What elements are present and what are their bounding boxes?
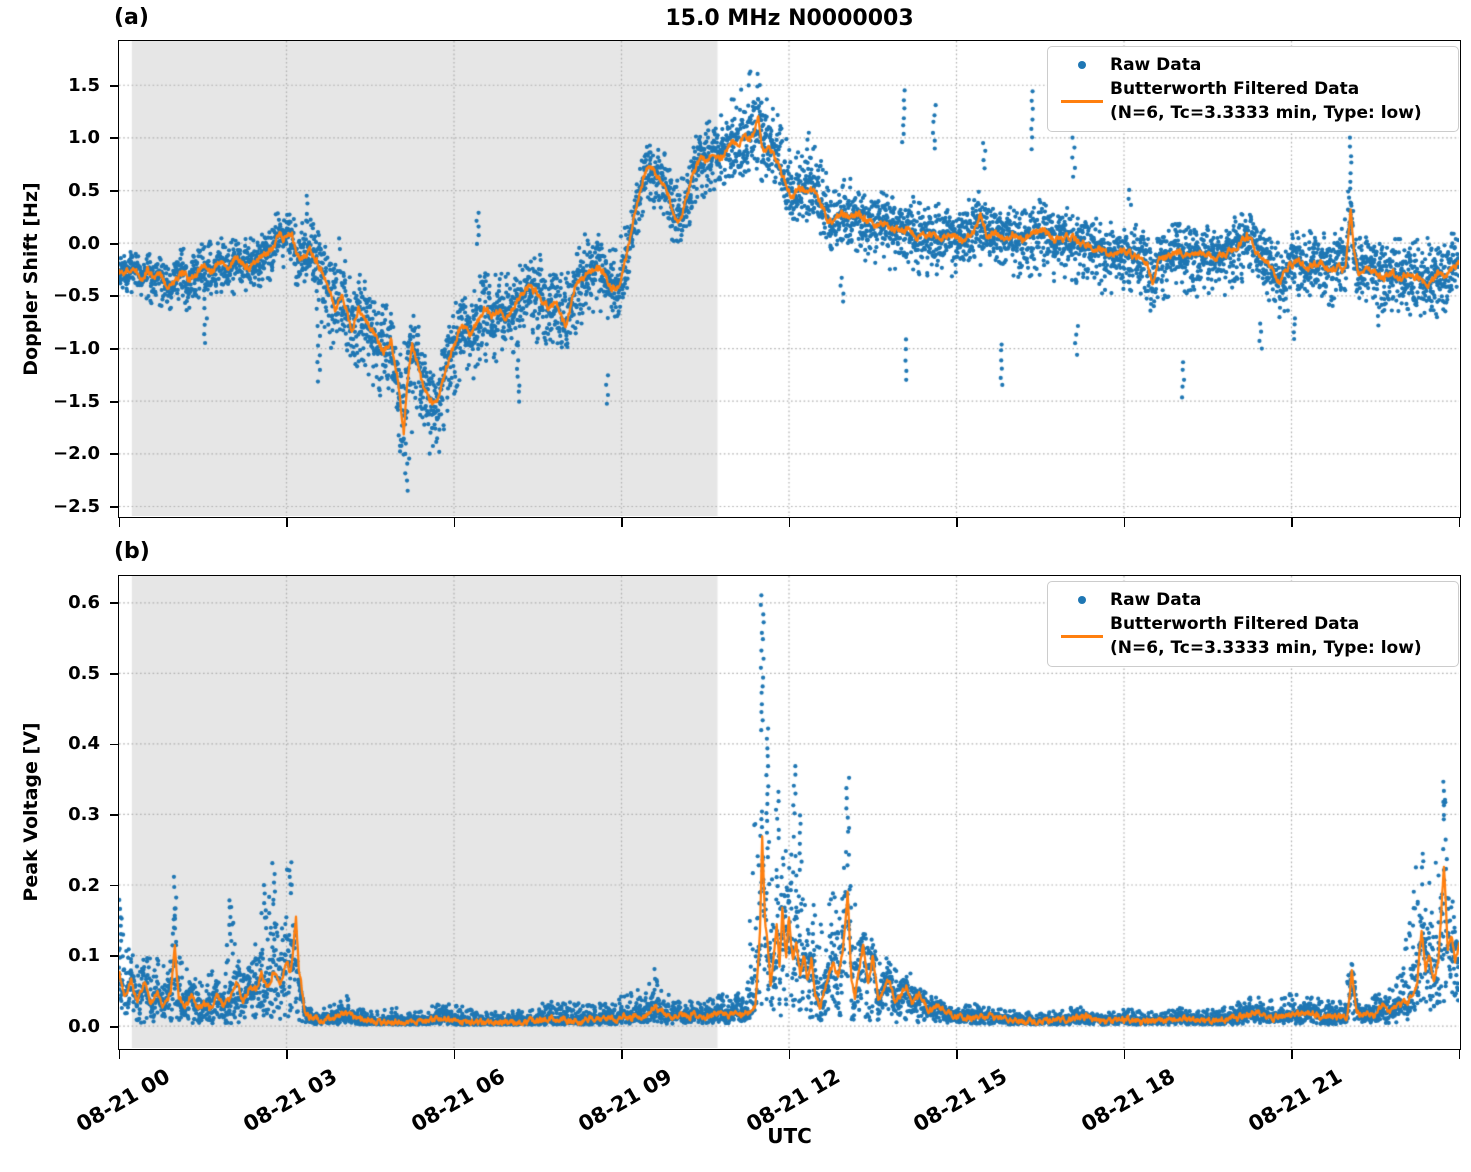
legend-filtered-label: Butterworth Filtered Data (N=6, Tc=3.333…	[1110, 612, 1422, 660]
y-tick-mark	[110, 190, 118, 192]
y-tick-mark	[110, 137, 118, 140]
raw-data-marker	[1054, 596, 1110, 604]
y-tick-label: 0.0	[68, 232, 100, 254]
x-tick-mark	[956, 518, 958, 527]
y-tick-mark	[110, 602, 118, 605]
y-tick-label: 0.1	[68, 945, 100, 967]
x-tick-label: 08-21 21	[1244, 1064, 1346, 1137]
legend-filtered-label-line2: (N=6, Tc=3.3333 min, Type: low)	[1110, 103, 1422, 123]
x-tick-label: 08-21 06	[406, 1064, 509, 1137]
x-tick-mark	[788, 1050, 791, 1059]
x-tick-mark	[1123, 518, 1126, 527]
x-tick-mark	[1291, 518, 1293, 527]
y-tick-label: 1.0	[68, 127, 100, 149]
x-tick-mark	[118, 1050, 121, 1059]
y-tick-label: 0.5	[68, 662, 100, 684]
x-tick-label: 08-21 00	[71, 1064, 174, 1137]
y-tick-label: −2.0	[53, 443, 100, 465]
legend-filtered-label: Butterworth Filtered Data (N=6, Tc=3.333…	[1110, 77, 1422, 125]
x-tick-mark	[1458, 1050, 1461, 1059]
x-tick-mark	[1123, 1050, 1126, 1059]
legend-raw-label: Raw Data	[1110, 590, 1202, 610]
filtered-line-marker	[1054, 99, 1110, 103]
y-tick-mark	[110, 400, 118, 403]
y-tick-label: −1.5	[53, 390, 100, 412]
x-tick-mark	[621, 518, 623, 527]
x-tick-label: 08-21 03	[239, 1064, 341, 1137]
x-tick-mark	[118, 518, 121, 527]
x-tick-label: 08-21 12	[741, 1064, 844, 1137]
x-tick-label: 08-21 09	[574, 1064, 676, 1137]
y-tick-label: 0.2	[68, 874, 100, 896]
y-tick-mark	[110, 884, 118, 887]
y-tick-label: −2.5	[53, 496, 100, 518]
legend-filtered-label-line1: Butterworth Filtered Data	[1110, 79, 1360, 99]
legend-filtered-label-line1: Butterworth Filtered Data	[1110, 614, 1360, 634]
x-tick-mark	[1291, 1050, 1293, 1059]
doppler-shift-plot: Raw Data Butterworth Filtered Data (N=6,…	[118, 40, 1461, 518]
y-tick-mark	[110, 84, 118, 87]
x-tick-mark	[286, 518, 288, 527]
y-tick-label: 1.5	[68, 74, 100, 96]
y-tick-label: −1.0	[53, 338, 100, 360]
y-tick-mark	[110, 453, 118, 456]
peak-voltage-plot: Raw Data Butterworth Filtered Data (N=6,…	[118, 575, 1461, 1050]
y-tick-label: 0.6	[68, 592, 100, 614]
filtered-line-marker	[1054, 634, 1110, 638]
figure-title: 15.0 MHz N0000003	[665, 6, 914, 31]
raw-data-marker	[1054, 61, 1110, 69]
x-tick-mark	[286, 1050, 288, 1059]
x-tick-label: 08-21 15	[909, 1064, 1011, 1137]
y-tick-mark	[110, 955, 118, 957]
x-tick-mark	[453, 518, 456, 527]
x-tick-mark	[956, 1050, 958, 1059]
x-tick-mark	[621, 1050, 623, 1059]
y-tick-mark	[110, 1025, 118, 1028]
y-tick-label: 0.4	[68, 733, 100, 755]
x-tick-label: 08-21 18	[1076, 1064, 1179, 1137]
panel-a-tag: (a)	[114, 5, 149, 30]
y-tick-mark	[110, 743, 118, 746]
x-tick-mark	[788, 518, 791, 527]
y-tick-label: 0.0	[68, 1015, 100, 1037]
y-tick-label: 0.3	[68, 803, 100, 825]
y-tick-mark	[110, 506, 118, 508]
legend-a: Raw Data Butterworth Filtered Data (N=6,…	[1047, 46, 1459, 132]
x-axis-label: UTC	[767, 1124, 812, 1148]
y-tick-label: 0.5	[68, 180, 100, 202]
legend-b: Raw Data Butterworth Filtered Data (N=6,…	[1047, 581, 1459, 667]
y-tick-mark	[110, 295, 118, 298]
x-tick-mark	[1458, 518, 1461, 527]
y-tick-mark	[110, 672, 118, 675]
legend-raw-label: Raw Data	[1110, 55, 1202, 75]
y-tick-mark	[110, 814, 118, 816]
panel-b-tag: (b)	[114, 539, 150, 564]
x-tick-mark	[453, 1050, 456, 1059]
legend-filtered-label-line2: (N=6, Tc=3.3333 min, Type: low)	[1110, 638, 1422, 658]
y-tick-mark	[110, 242, 118, 245]
y-tick-mark	[110, 348, 118, 350]
y-tick-label: −0.5	[53, 285, 100, 307]
